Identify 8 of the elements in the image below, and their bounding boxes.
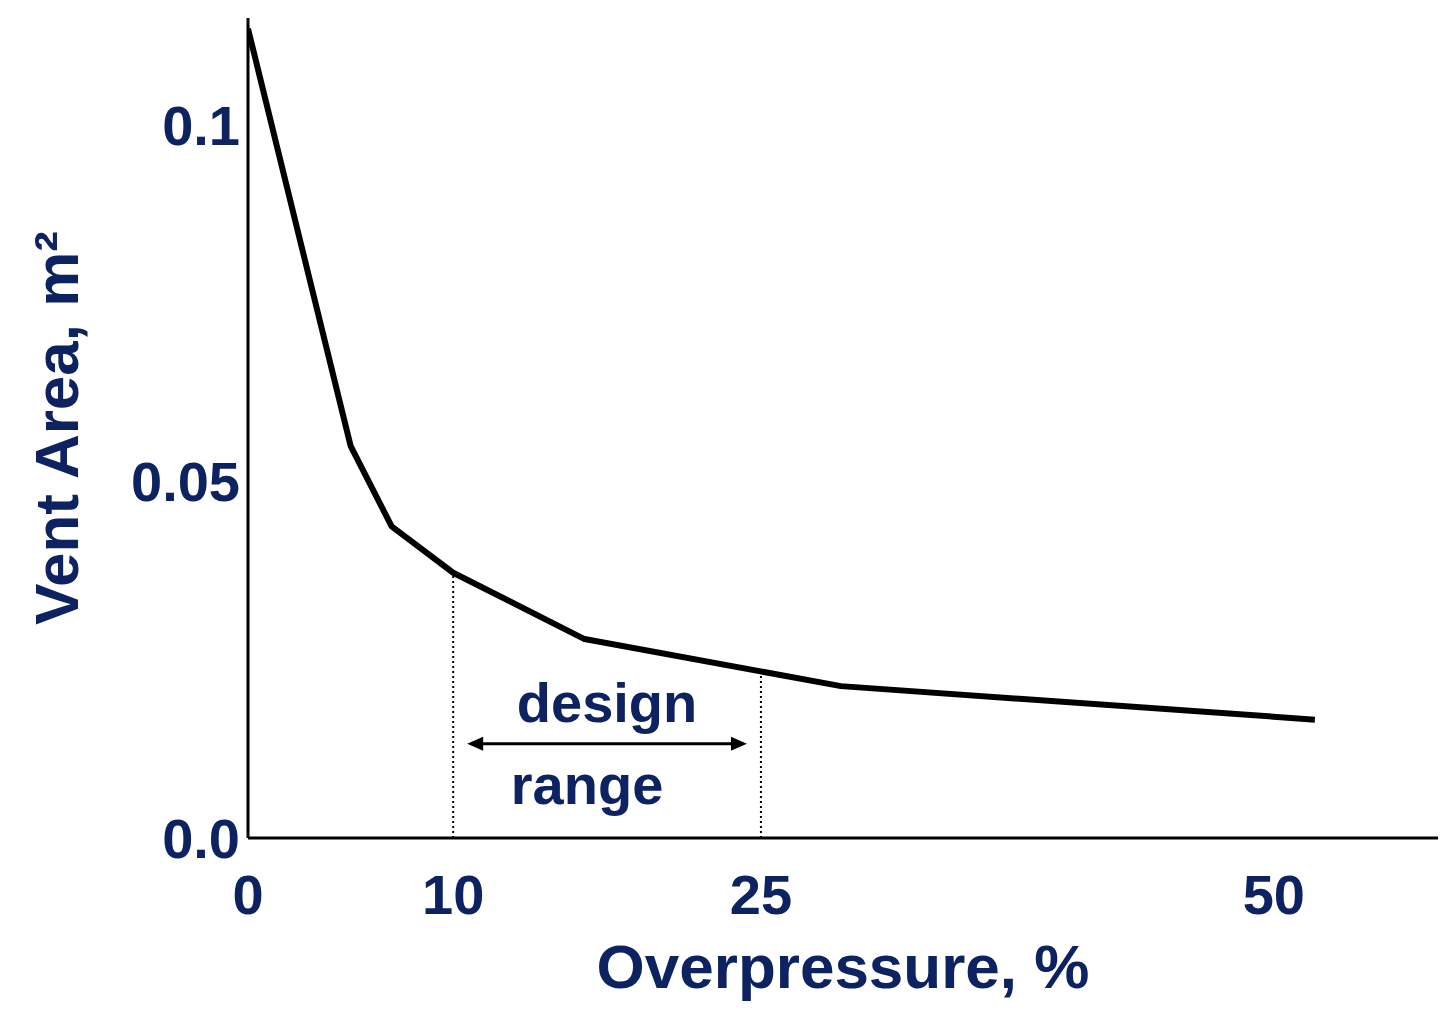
x-tick-label: 10 — [422, 862, 485, 926]
y-tick-label: 0.1 — [162, 93, 240, 157]
annotation: design range — [510, 670, 698, 816]
y-axis-title: Vent Area, m² — [21, 231, 91, 625]
y-tick-label: 0.05 — [131, 450, 240, 514]
x-axis-title: Overpressure, % — [596, 932, 1090, 1001]
x-tick-label: 25 — [729, 862, 793, 926]
x-tick-label: 50 — [1242, 862, 1306, 926]
